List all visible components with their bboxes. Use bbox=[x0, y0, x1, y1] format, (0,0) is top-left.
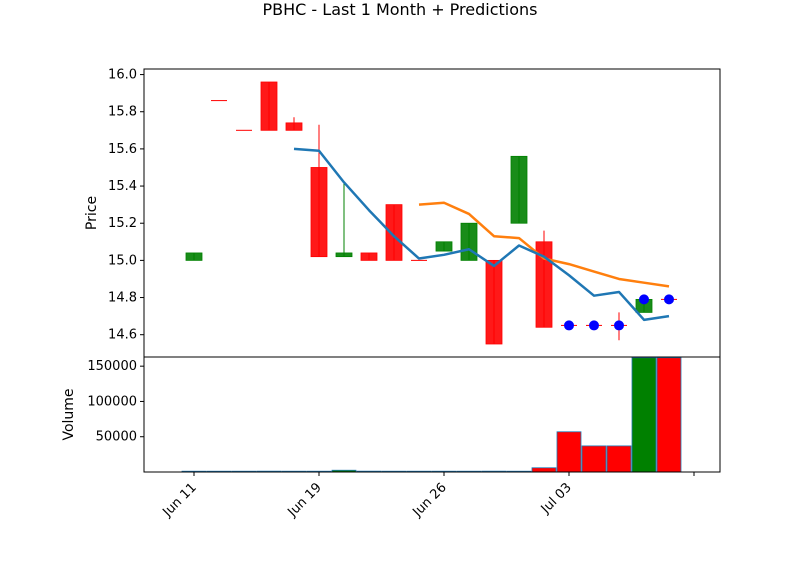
prediction-marker bbox=[639, 294, 649, 304]
prediction-marker bbox=[614, 320, 624, 330]
x-tick-label: Jun 26 bbox=[410, 480, 450, 520]
price-tick-label: 15.0 bbox=[108, 253, 137, 268]
price-tick-label: 15.4 bbox=[108, 179, 137, 194]
x-tick-label: Jun 11 bbox=[160, 480, 200, 520]
price-tick-label: 15.2 bbox=[108, 216, 137, 231]
candle-body bbox=[436, 242, 452, 251]
volume-axis-label: Volume bbox=[61, 388, 77, 440]
candle-body bbox=[461, 223, 477, 260]
candle-body bbox=[261, 82, 277, 130]
volume-tick-label: 150000 bbox=[87, 359, 137, 374]
price-tick-label: 16.0 bbox=[108, 68, 137, 83]
candle-body bbox=[486, 260, 502, 344]
volume-bar bbox=[557, 432, 581, 472]
volume-bar bbox=[532, 468, 556, 472]
prediction-marker bbox=[589, 320, 599, 330]
price-axis-label: Price bbox=[84, 196, 100, 230]
volume-tick-label: 50000 bbox=[96, 430, 137, 445]
volume-bar bbox=[657, 358, 681, 472]
candle-body bbox=[511, 156, 527, 223]
price-axes-frame bbox=[144, 69, 720, 357]
volume-tick-label: 100000 bbox=[87, 394, 137, 409]
price-tick-label: 15.6 bbox=[108, 142, 137, 157]
price-tick-label: 15.8 bbox=[108, 105, 137, 120]
candle-body bbox=[186, 253, 202, 260]
x-tick-label: Jun 19 bbox=[285, 480, 325, 520]
volume-bar bbox=[582, 446, 606, 472]
price-tick-label: 14.8 bbox=[108, 291, 137, 306]
prediction-marker bbox=[564, 320, 574, 330]
prediction-marker bbox=[664, 294, 674, 304]
candle-body bbox=[286, 123, 302, 130]
volume-bar bbox=[607, 446, 631, 472]
series-line bbox=[294, 149, 669, 320]
volume-bar bbox=[632, 358, 656, 472]
price-tick-label: 14.6 bbox=[108, 328, 137, 343]
x-tick-label: Jul 03 bbox=[538, 480, 575, 517]
candle-body bbox=[311, 167, 327, 256]
candle-body bbox=[386, 205, 402, 261]
candle-body bbox=[361, 253, 377, 260]
candle-body bbox=[336, 253, 352, 257]
